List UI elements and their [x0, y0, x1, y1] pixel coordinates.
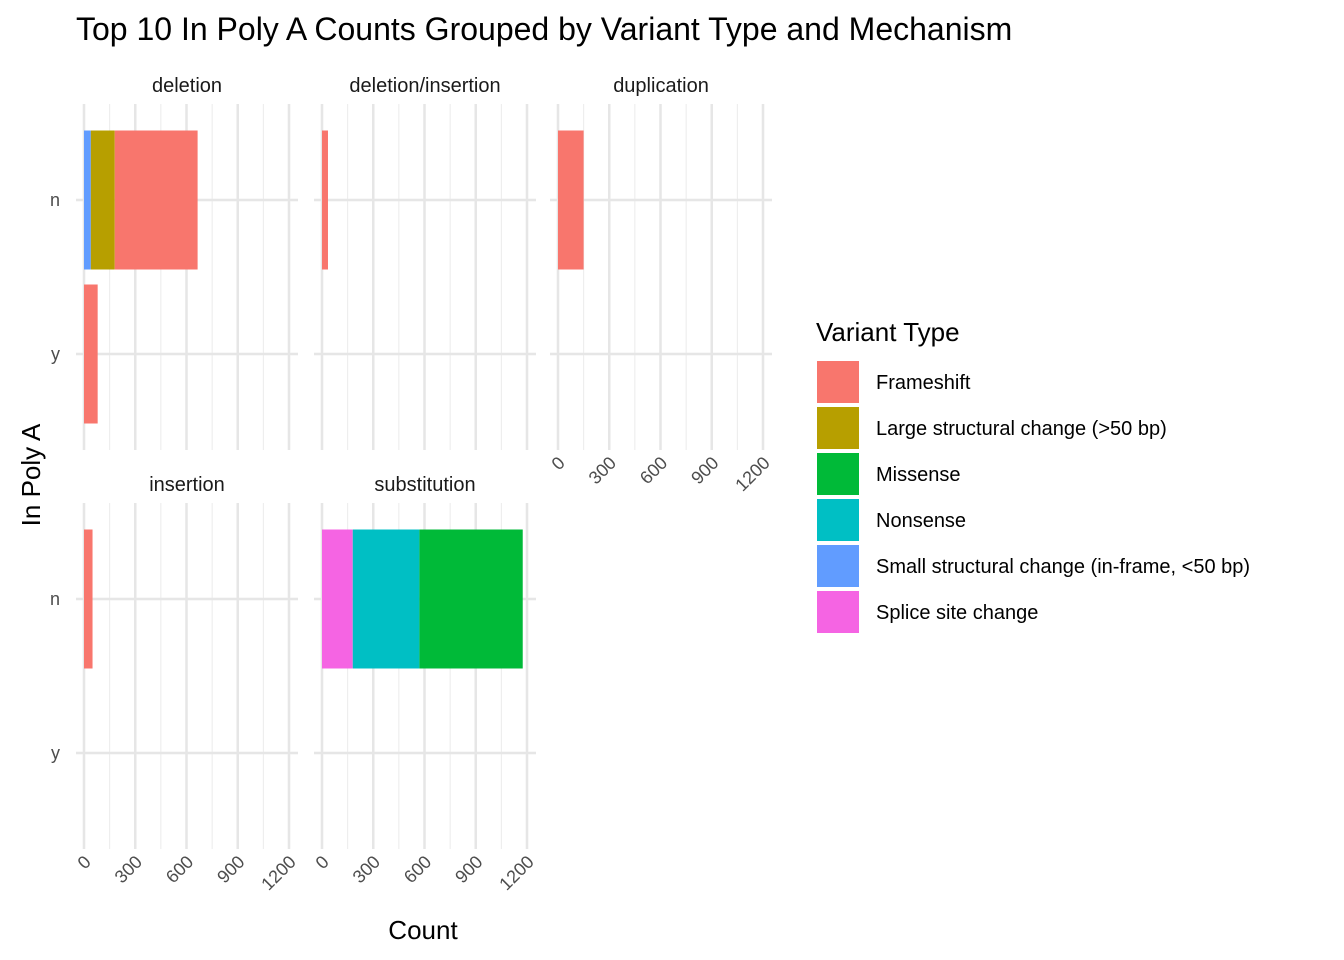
x-tick-label: 0	[312, 852, 333, 873]
x-tick-label: 1200	[495, 852, 537, 894]
bar-segment	[114, 130, 198, 270]
legend-label: Splice site change	[876, 602, 1038, 624]
legend-label: Large structural change (>50 bp)	[876, 418, 1167, 440]
legend-key	[817, 499, 859, 541]
bar-segment	[84, 130, 91, 270]
bar-segment	[558, 130, 584, 270]
y-tick-label: y	[51, 743, 60, 763]
y-axis-title: In Poly A	[16, 423, 46, 526]
x-tick-label: 900	[687, 453, 722, 488]
legend-key	[817, 407, 859, 449]
x-tick-label: 600	[162, 852, 197, 887]
legend-label: Frameshift	[876, 372, 971, 394]
chart-title: Top 10 In Poly A Counts Grouped by Varia…	[76, 11, 1012, 47]
facet-strip-label: substitution	[374, 474, 475, 496]
legend-label: Small structural change (in-frame, <50 b…	[876, 556, 1250, 578]
facet-strip-label: deletion/insertion	[349, 75, 500, 97]
facet-strip-label: duplication	[613, 75, 709, 97]
x-tick-label: 300	[585, 453, 620, 488]
facet-strip-label: deletion	[152, 75, 222, 97]
legend-key	[817, 591, 859, 633]
legend-key	[817, 453, 859, 495]
x-tick-label: 600	[400, 852, 435, 887]
legend-label: Nonsense	[876, 510, 966, 532]
y-tick-label: n	[50, 589, 60, 609]
x-tick-label: 1200	[731, 453, 773, 495]
y-tick-label: n	[50, 190, 60, 210]
bar-segment	[322, 529, 353, 669]
y-tick-label: y	[51, 344, 60, 364]
bar-segment	[322, 130, 328, 270]
facet-strip-label: insertion	[149, 474, 225, 496]
facet-panel: duplication 0 300 600 900 1200	[548, 75, 774, 495]
legend-key	[817, 361, 859, 403]
bar-segment	[352, 529, 420, 669]
x-tick-label: 900	[213, 852, 248, 887]
x-tick-label: 600	[636, 453, 671, 488]
facet-panels: deletion n y deletion/insertion duplication 0…	[50, 75, 774, 894]
bar-segment	[84, 529, 93, 669]
x-tick-label: 300	[111, 852, 146, 887]
x-tick-label: 0	[74, 852, 95, 873]
x-axis-title: Count	[388, 915, 458, 945]
facet-panel: substitution 0 300 600 900 1200	[312, 474, 538, 894]
x-tick-label: 900	[451, 852, 486, 887]
bar-segment	[90, 130, 115, 270]
bar-segment	[419, 529, 523, 669]
facet-panel: deletion/insertion	[314, 75, 536, 450]
x-tick-label: 1200	[257, 852, 299, 894]
legend: Variant Type Frameshift Large structural …	[816, 317, 1250, 633]
legend-title: Variant Type	[816, 317, 960, 347]
x-tick-label: 0	[548, 453, 569, 474]
legend-key	[817, 545, 859, 587]
x-tick-label: 300	[349, 852, 384, 887]
facet-panel: insertion n y 0 300 600 900 1200	[50, 474, 300, 894]
facet-panel: deletion n y	[50, 75, 298, 450]
legend-label: Missense	[876, 464, 960, 486]
bar-segment	[84, 284, 98, 424]
